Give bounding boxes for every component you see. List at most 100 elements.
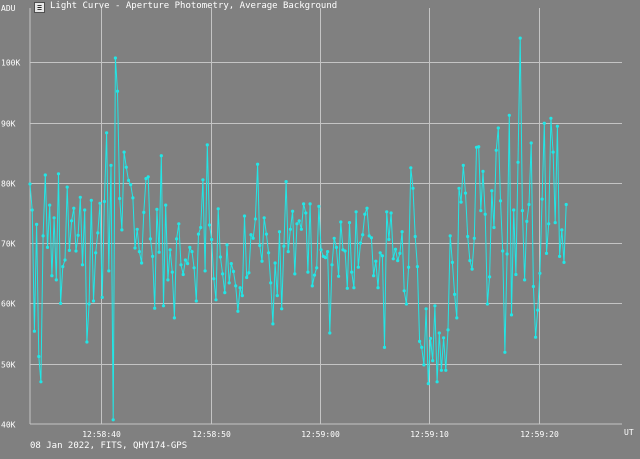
data-point [115, 89, 120, 93]
data-point [483, 212, 487, 216]
data-point [542, 121, 546, 125]
data-point [393, 247, 398, 251]
data-point [347, 221, 352, 225]
data-point [365, 206, 369, 210]
data-point [181, 272, 185, 277]
data-point [490, 189, 494, 193]
data-point [389, 211, 393, 215]
data-point [85, 340, 89, 344]
data-point [267, 251, 271, 255]
data-point [345, 286, 349, 290]
data-point [382, 345, 387, 349]
data-point [120, 228, 124, 232]
data-point [146, 175, 150, 179]
data-point [501, 249, 505, 253]
data-point [367, 234, 371, 238]
axes: 40K 50K 60K 70K 80K 90K 100K 12:58:40 12:58:50 12… [1, 8, 622, 439]
data-point [83, 208, 87, 212]
data-point [520, 209, 525, 213]
data-point [505, 252, 509, 256]
data-point [343, 249, 347, 253]
data-point [32, 329, 37, 333]
data-point [418, 339, 422, 343]
data-point [310, 284, 314, 288]
data-point [315, 266, 319, 270]
data-point [126, 178, 131, 182]
data-point [369, 236, 373, 240]
data-point [424, 307, 428, 311]
data-point [76, 233, 80, 237]
data-point [137, 250, 141, 254]
data-point [293, 272, 297, 276]
data-point [179, 263, 183, 267]
data-point [153, 306, 157, 310]
data-point [205, 143, 209, 147]
data-point [306, 270, 310, 274]
y-tick-label: 90K [1, 120, 16, 129]
data-point [431, 359, 435, 363]
data-point [175, 237, 179, 241]
data-point [507, 113, 511, 117]
data-point [240, 294, 244, 298]
data-point [260, 259, 264, 263]
data-point [472, 236, 476, 240]
data-point [151, 254, 155, 258]
data-point [107, 269, 111, 273]
data-point [164, 203, 168, 207]
data-point [111, 418, 115, 422]
data-point [161, 304, 166, 308]
data-point [297, 219, 301, 223]
data-point [512, 208, 516, 212]
data-point [61, 265, 65, 269]
data-point [492, 225, 496, 230]
data-point [203, 269, 207, 273]
data-point [238, 286, 242, 290]
data-point [271, 322, 275, 326]
data-point [420, 345, 424, 349]
data-point [308, 202, 312, 206]
data-point [498, 199, 503, 203]
data-point [518, 36, 522, 40]
data-point [400, 230, 404, 234]
data-point [249, 233, 253, 237]
window-title: Light Curve - Aperture Photometry, Avera… [50, 1, 338, 11]
data-point [275, 294, 279, 298]
data-point [463, 191, 468, 195]
data-point [442, 336, 446, 340]
data-point [496, 126, 500, 130]
data-point [356, 265, 360, 269]
data-point [70, 219, 74, 223]
data-point [457, 186, 461, 190]
data-point [299, 227, 303, 231]
data-point [35, 222, 39, 226]
y-tick-label: 40K [1, 421, 16, 430]
data-point [52, 216, 56, 220]
data-point [135, 227, 139, 231]
data-point [166, 278, 170, 282]
x-tick-label: 12:59:10 [410, 430, 449, 439]
x-tick-label: 12:59:00 [301, 430, 340, 439]
data-point [448, 234, 452, 238]
data-point [523, 278, 527, 282]
data-point [525, 219, 529, 223]
data-point [468, 259, 472, 263]
data-point [59, 301, 63, 305]
data-point [41, 234, 45, 238]
data-point [207, 223, 212, 227]
data-point [361, 233, 365, 237]
data-point [534, 335, 538, 339]
data-point [376, 286, 380, 290]
data-point [118, 196, 122, 201]
data-point [455, 316, 459, 320]
data-point [444, 368, 448, 372]
data-point [188, 245, 192, 249]
chart-app-icon[interactable]: ≡ [34, 2, 45, 13]
data-point [269, 281, 273, 285]
data-point [564, 202, 568, 207]
data-point [28, 182, 32, 186]
data-point [148, 237, 152, 241]
y-tick-label: 80K [1, 180, 16, 189]
data-point [194, 299, 198, 303]
data-point [317, 204, 321, 208]
